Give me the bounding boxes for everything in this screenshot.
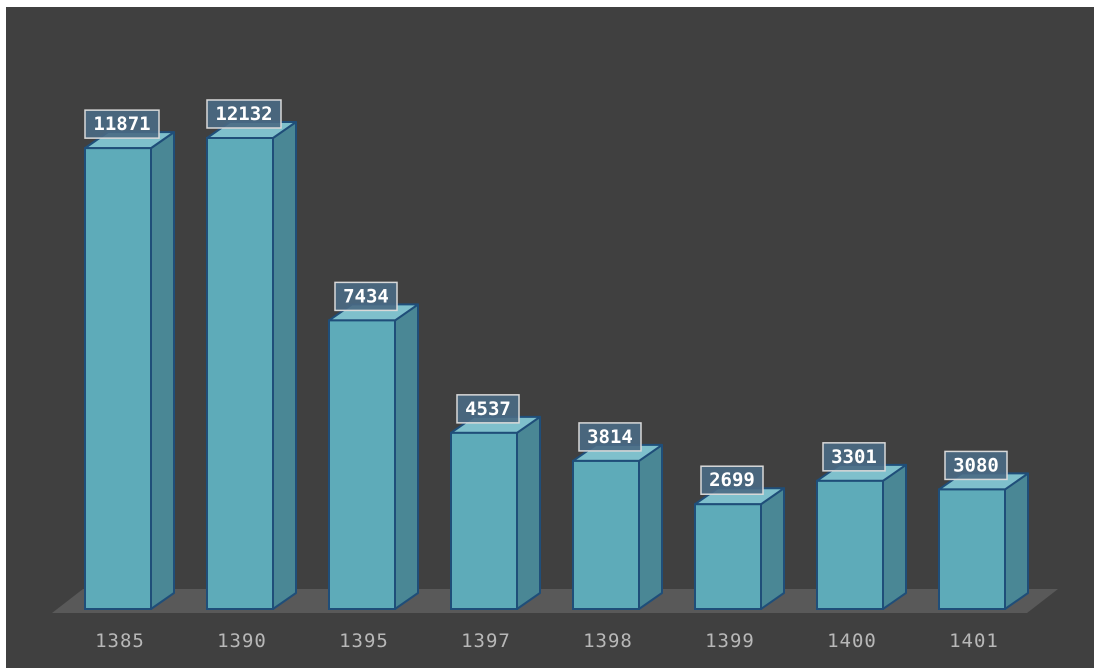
bar-front (572, 459, 640, 611)
data-label-box (700, 465, 764, 495)
x-tick-label: 1395 (339, 630, 389, 652)
bar-1401 (938, 472, 1029, 610)
data-label-box (84, 109, 160, 139)
data-label: 3301 (831, 446, 877, 468)
data-label-1395: 7434 (334, 281, 398, 312)
bar-front (816, 479, 884, 611)
bar-side (760, 487, 785, 610)
bar-side (150, 131, 175, 610)
x-tick-label: 1397 (461, 630, 511, 652)
x-axis-tick-labels: 1385 1390 1395 1397 1398 1399 1400 1401 (95, 630, 999, 652)
bar-front (694, 503, 762, 610)
data-label: 4537 (465, 398, 511, 420)
bar-1400 (816, 463, 907, 611)
data-label: 7434 (343, 285, 389, 307)
x-tick-label: 1401 (949, 630, 999, 652)
bar-front (938, 488, 1006, 610)
bar-side (638, 443, 663, 610)
data-label-box (944, 450, 1008, 481)
data-label-1398: 3814 (578, 422, 642, 452)
bar-front (328, 319, 396, 610)
bar-front (84, 147, 152, 610)
x-tick-label: 1398 (583, 630, 633, 652)
data-label-1399: 2699 (700, 465, 764, 495)
bar-side (272, 121, 297, 610)
x-tick-label: 1390 (217, 630, 267, 652)
bar-1385 (84, 131, 175, 610)
data-label: 3080 (953, 454, 999, 476)
data-label-box (206, 99, 282, 129)
bar-side (882, 463, 907, 610)
data-labels-layer: 11871 12132 7434 4537 3814 2699 3301 3080 (84, 99, 1008, 495)
data-label-1401: 3080 (944, 450, 1008, 481)
plot-area (6, 7, 1094, 668)
bar-1390 (206, 121, 297, 610)
bar-1398 (572, 443, 663, 611)
data-label: 2699 (709, 469, 755, 491)
data-label-box (822, 442, 886, 472)
bar-side (1004, 472, 1029, 610)
data-label-box (456, 394, 520, 424)
bar-front (206, 137, 274, 610)
bars-layer (84, 121, 1029, 611)
data-label-box (578, 422, 642, 452)
bar-1397 (450, 415, 541, 610)
data-label: 3814 (587, 426, 633, 448)
data-label: 12132 (215, 103, 272, 125)
chart-floor (52, 589, 1058, 613)
data-label-1397: 4537 (456, 394, 520, 424)
bar-1395 (328, 303, 419, 610)
data-label-1385: 11871 (84, 109, 160, 139)
x-tick-label: 1385 (95, 630, 145, 652)
data-label-box (334, 281, 398, 312)
data-label-1390: 12132 (206, 99, 282, 129)
x-tick-label: 1400 (827, 630, 877, 652)
bar-side (516, 415, 541, 610)
data-label: 11871 (93, 113, 150, 135)
bar-side (394, 303, 419, 610)
bar-front (450, 431, 518, 610)
data-label-1400: 3301 (822, 442, 886, 472)
bar-1399 (694, 487, 785, 610)
x-tick-label: 1399 (705, 630, 755, 652)
